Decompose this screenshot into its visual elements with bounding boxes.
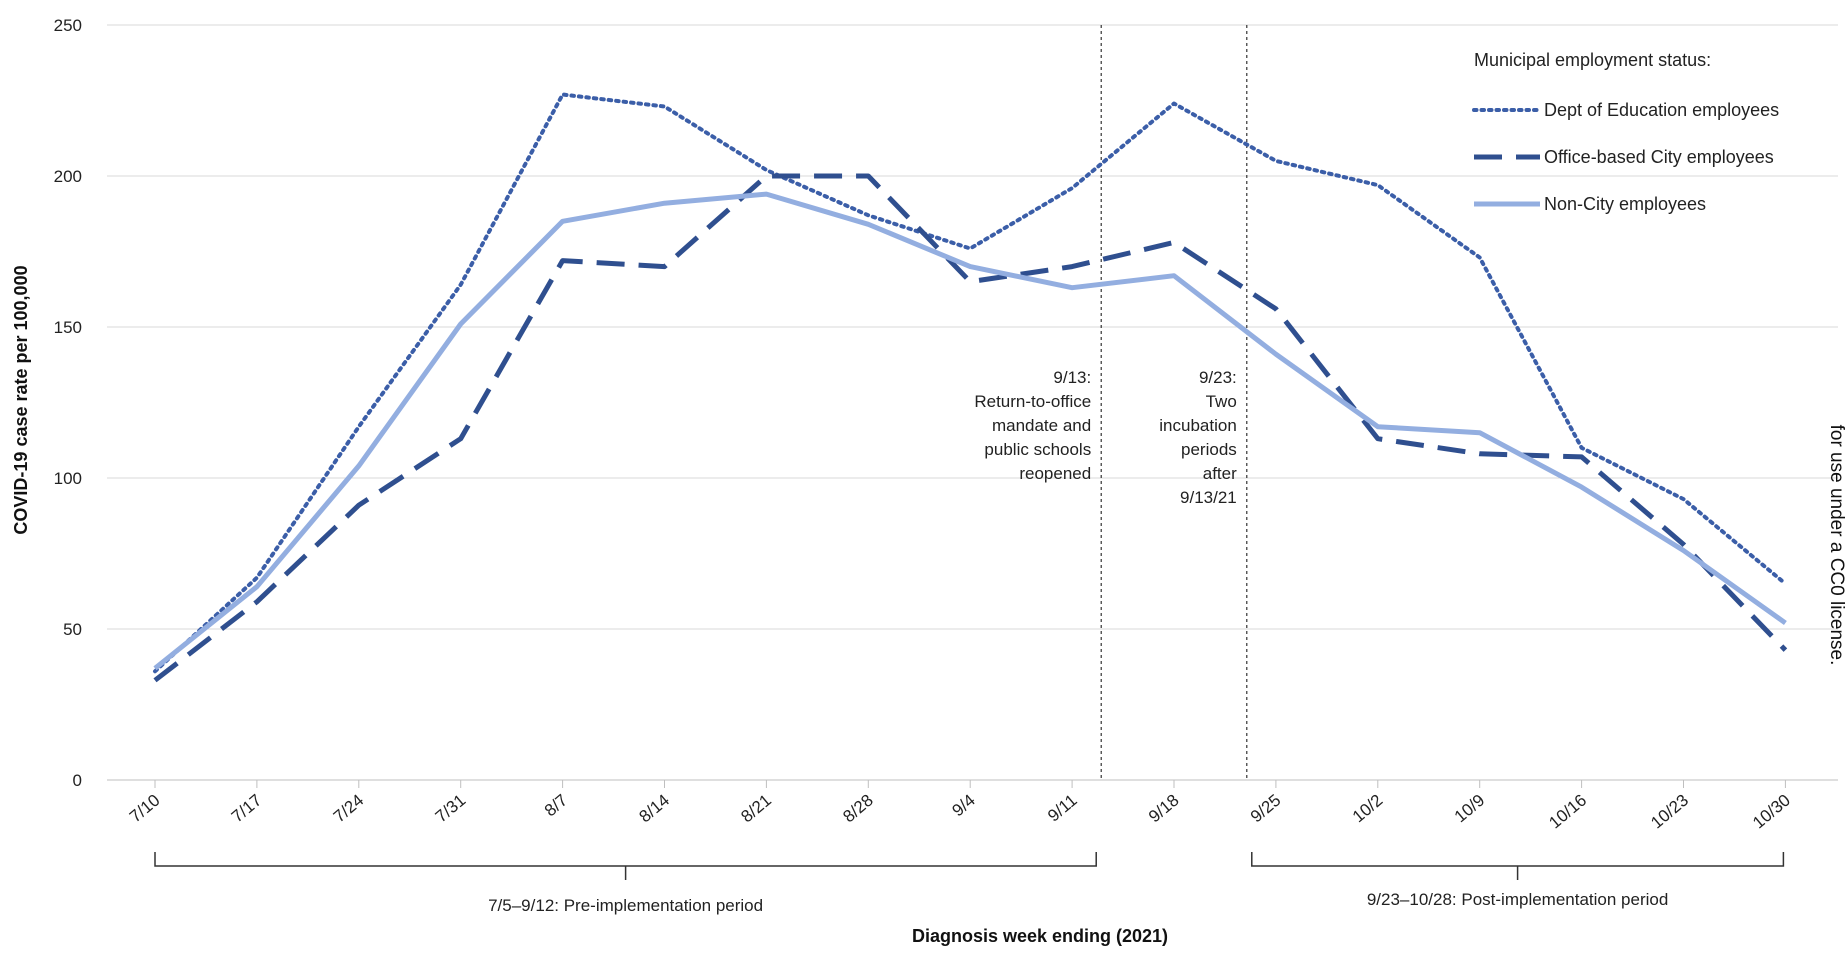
x-tick-label: 10/23: [1647, 791, 1692, 833]
annotations: 9/13: Return-to-office mandate and public s…: [974, 368, 1237, 507]
gridlines: [107, 24, 1838, 781]
x-tick-label: 10/9: [1451, 791, 1489, 827]
period-bracket: [154, 852, 1097, 880]
annotation-text: 9/13/21: [1180, 488, 1237, 507]
x-tick-label: 9/11: [1044, 791, 1081, 826]
y-tick-label: 100: [54, 469, 82, 488]
legend-entry: Office-based City employees: [1544, 147, 1774, 167]
x-tick-label: 7/24: [330, 791, 368, 827]
x-tick-label: 10/2: [1349, 791, 1387, 827]
series-lines: [153, 92, 1788, 683]
x-tick-label: 9/18: [1145, 791, 1183, 827]
x-tick-label: 7/10: [126, 791, 164, 827]
license-note: for use under a CC0 license.: [1826, 425, 1846, 666]
period-bracket: [1251, 852, 1785, 880]
x-tick-label: 7/31: [432, 791, 470, 827]
y-axis-title: COVID-19 case rate per 100,000: [11, 265, 31, 534]
x-tick-label: 8/28: [839, 791, 877, 827]
annotation-text: mandate and: [992, 416, 1091, 435]
y-tick-label: 200: [54, 167, 82, 186]
x-tick-label: 7/17: [228, 791, 266, 827]
annotation-text: Return-to-office: [974, 392, 1091, 411]
y-tick-label: 150: [54, 318, 82, 337]
legend-title: Municipal employment status:: [1474, 50, 1711, 70]
y-tick-label: 0: [73, 771, 82, 790]
legend: Municipal employment status: Dept of Educ…: [1472, 50, 1779, 214]
legend-entry: Non-City employees: [1544, 194, 1706, 214]
annotation-text: periods: [1181, 440, 1237, 459]
annotation-text: after: [1203, 464, 1237, 483]
annotation-text: 9/13:: [1053, 368, 1091, 387]
x-tick-label: 8/21: [737, 791, 775, 827]
annotation-text: 9/23:: [1199, 368, 1237, 387]
x-tick-label: 10/16: [1545, 791, 1590, 833]
period-label: 9/23–10/28: Post-implementation period: [1367, 890, 1668, 909]
annotation-text: incubation: [1159, 416, 1237, 435]
series-line-dotted: [153, 92, 1788, 674]
x-tick-label: 9/4: [948, 791, 978, 821]
legend-entry: Dept of Education employees: [1544, 100, 1779, 120]
y-tick-label: 250: [54, 16, 82, 35]
x-tick-label: 8/14: [636, 791, 674, 827]
x-tick-label: 8/7: [541, 791, 571, 821]
annotation-text: Two: [1206, 392, 1237, 411]
series-line-dashed: [153, 173, 1788, 683]
annotation-text: public schools: [984, 440, 1091, 459]
period-brackets: 7/5–9/12: Pre-implementation period 9/23–…: [154, 852, 1785, 915]
x-tick-label: 9/25: [1247, 791, 1285, 827]
series-line-solid: [153, 191, 1787, 671]
annotation-text: reopened: [1019, 464, 1091, 483]
x-axis: 7/10 7/17 7/24 7/31 8/7 8/14 8/21 8/28 9/4 9/11 9/…: [126, 780, 1794, 832]
x-tick-label: 10/30: [1749, 791, 1794, 833]
x-axis-title: Diagnosis week ending (2021): [912, 926, 1168, 946]
y-tick-label: 50: [63, 620, 82, 639]
y-axis-ticks: 0 50 100 150 200 250: [54, 16, 82, 790]
period-label: 7/5–9/12: Pre-implementation period: [488, 896, 763, 915]
